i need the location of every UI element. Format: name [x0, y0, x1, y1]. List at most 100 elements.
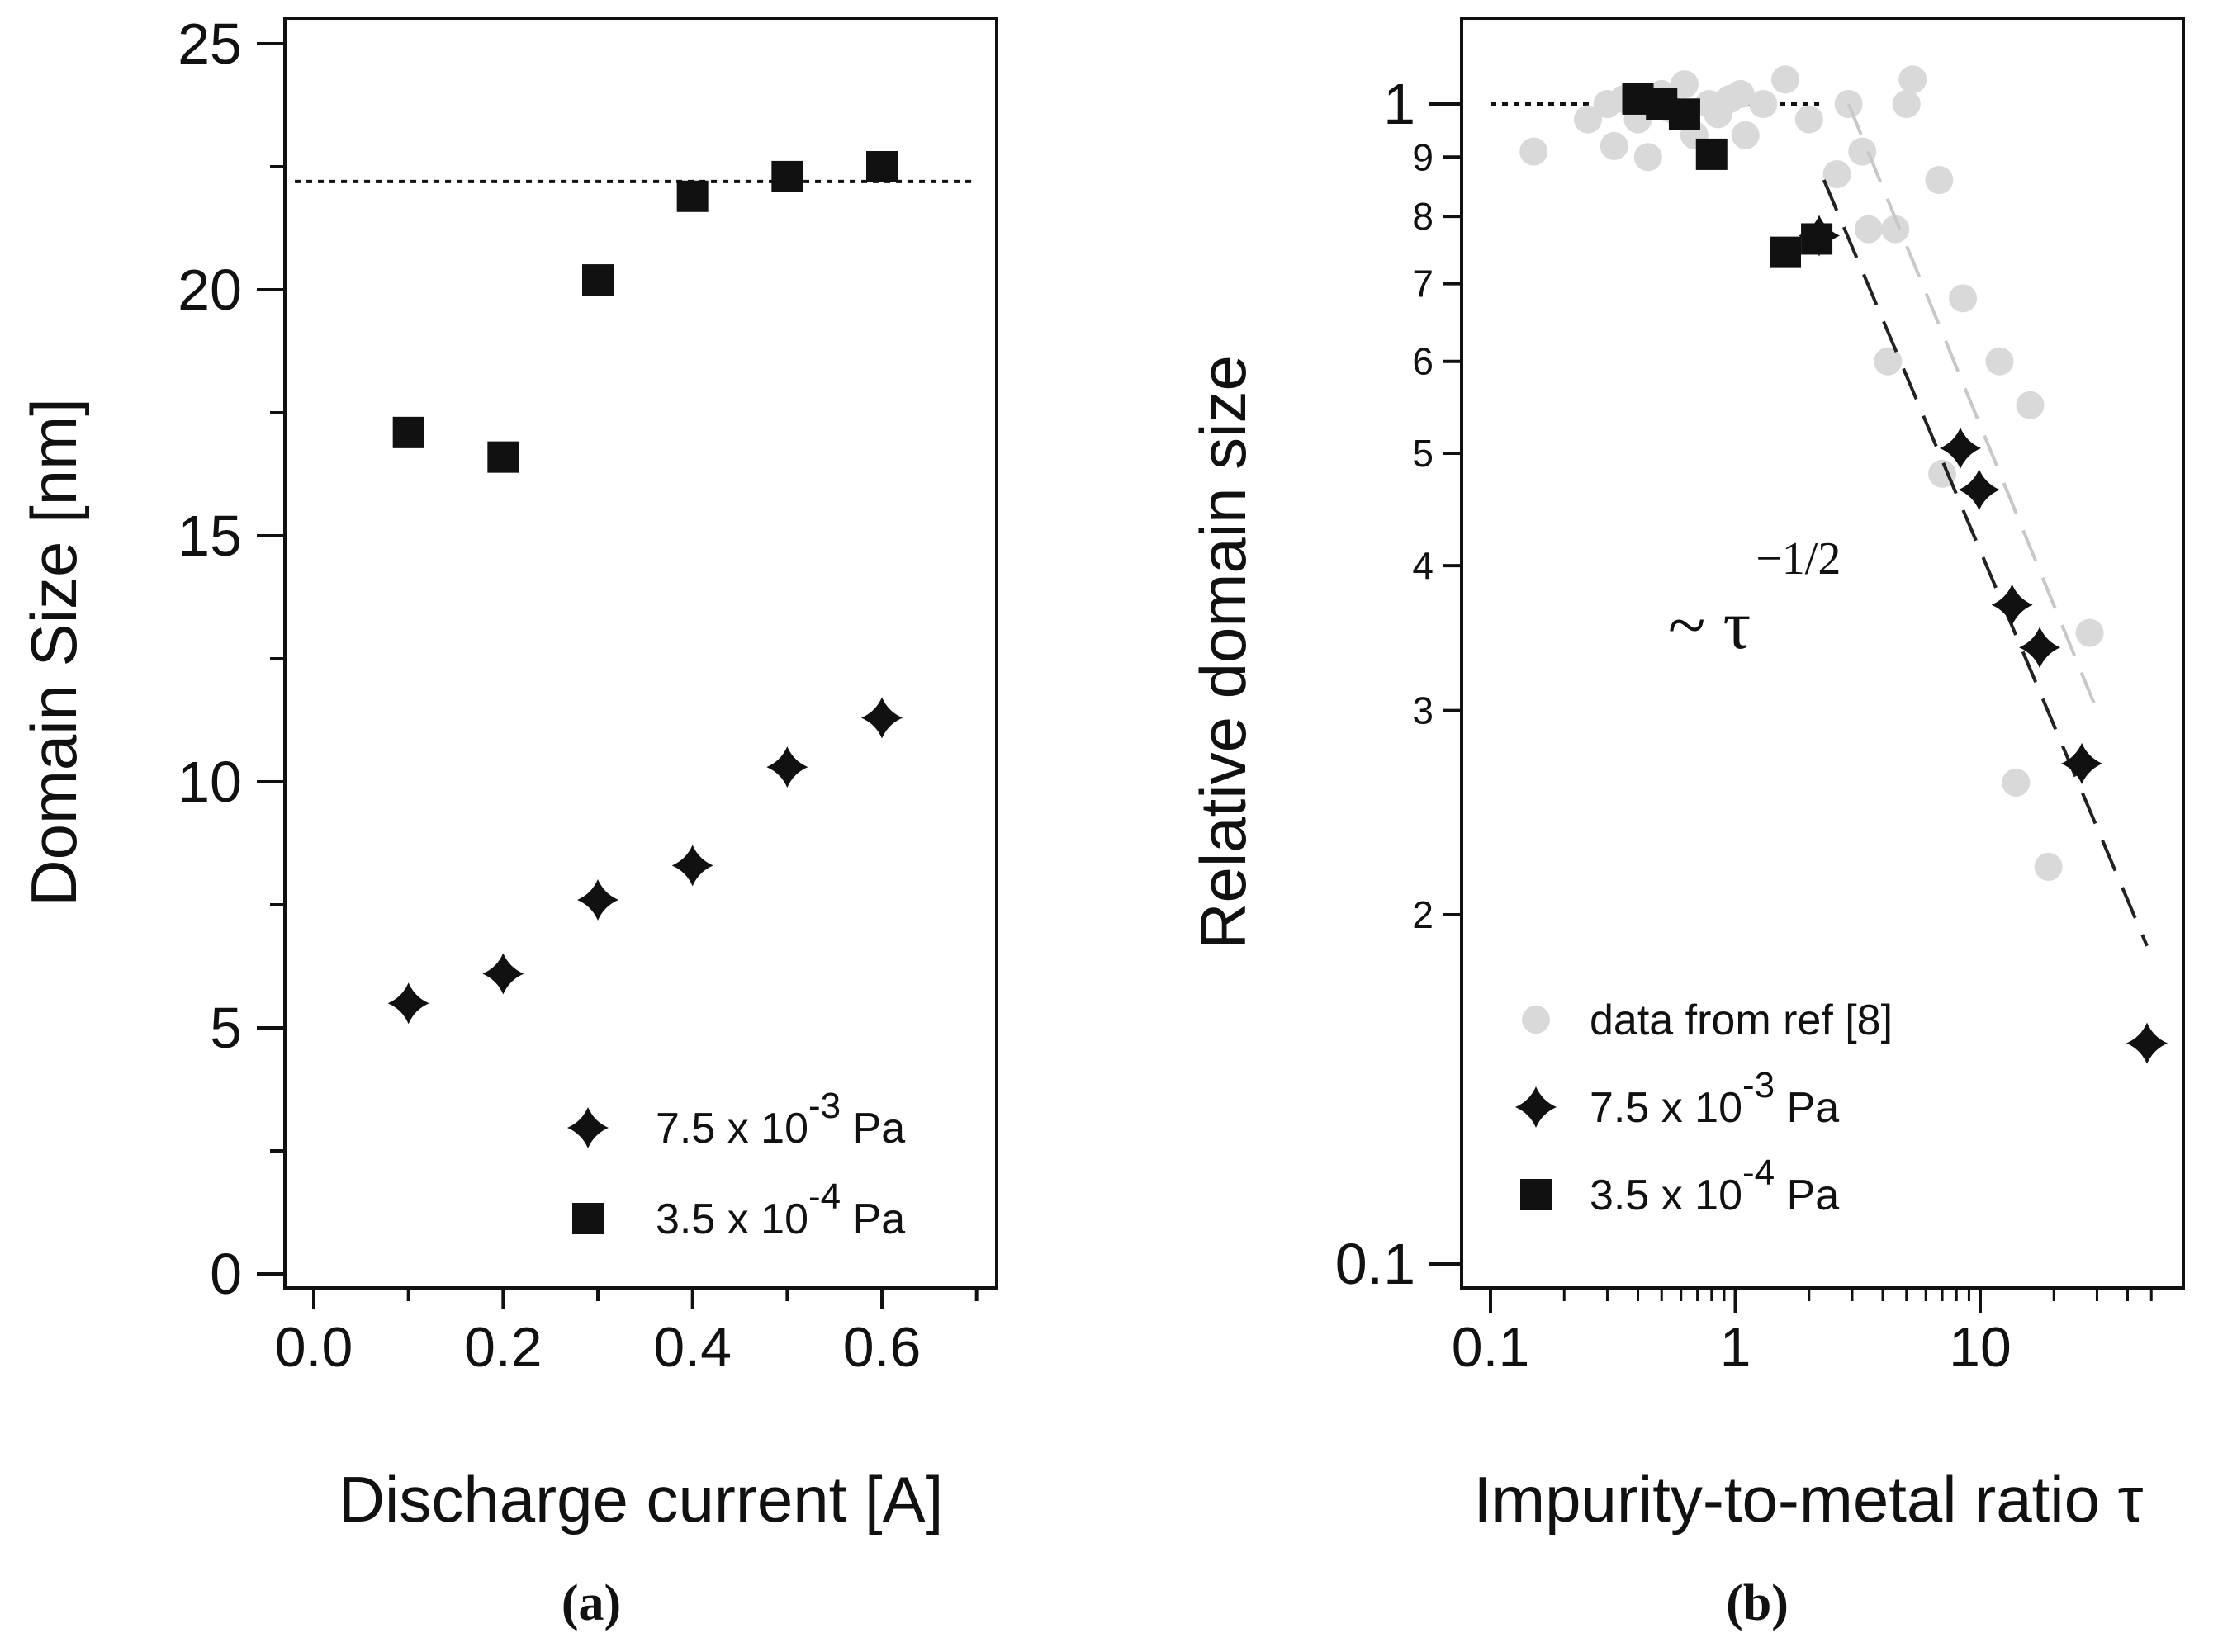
panel-b-xtick-label-0: 0.1	[1452, 1316, 1530, 1379]
panel-a-legend-exp-0: -3	[808, 1086, 841, 1126]
panel-b-annotation-exponent: −1/2	[1756, 533, 1841, 585]
panel-b-point-s0-23	[1874, 347, 1903, 376]
panel-b-point-s0-16	[1749, 90, 1778, 118]
panel-b-point-s2-2	[1668, 98, 1700, 130]
panel-b-point-s0-14	[1726, 79, 1755, 108]
panel-b-legend-base-1: 7.5 x 10	[1590, 1084, 1742, 1132]
panel-a-x-axis-title: Discharge current [A]	[339, 1463, 944, 1536]
panel-b-x-axis-title: Impurity-to-metal ratio τ	[1473, 1463, 2143, 1536]
panel-b-point-s0-15	[1731, 121, 1760, 149]
panel-a-point-s1-4	[771, 160, 803, 192]
panel-b-yminor-label-7: 9	[1412, 135, 1434, 178]
panel-b-annotation: ~ τ−1/2	[1668, 533, 1841, 664]
panel-b-legend-label-0: data from ref [8]	[1590, 996, 1893, 1044]
panel-b-point-s0-26	[1898, 65, 1927, 94]
panel-b-yminor-label-4: 6	[1412, 340, 1434, 383]
panel-b-yminor-label-5: 7	[1412, 263, 1434, 305]
panel-b-point-s0-31	[2002, 768, 2031, 797]
panel-a-legend-exp-1: -4	[808, 1176, 841, 1217]
panel-b-frame	[1460, 17, 2185, 1290]
panel-a-legend-label-1: 3.5 x 10-4 Pa	[656, 1176, 905, 1243]
panel-a-ytick-label-2: 10	[178, 750, 242, 814]
panel-a-point-s0-1	[482, 953, 524, 995]
panel-b-legend-base-2: 3.5 x 10	[1590, 1172, 1742, 1219]
panel-b-xtick-label-2: 10	[1949, 1316, 2012, 1379]
panel-b-point-s0-33	[2034, 852, 2063, 881]
panel-b-yminor-label-6: 8	[1412, 195, 1434, 238]
panel-b-point-s2-5	[1801, 223, 1833, 255]
panel-b-legend-exp-2: -4	[1742, 1153, 1775, 1193]
panel-b-legend-exp-1: -3	[1742, 1065, 1775, 1105]
panel-b-point-s0-24	[1881, 215, 1910, 244]
panel-b-caption: (b)	[1726, 1575, 1789, 1631]
panel-b-ymajor-label-0: 0.1	[1335, 1232, 1415, 1296]
panel-a-point-s1-1	[487, 441, 519, 473]
panel-b-point-s0-19	[1822, 159, 1851, 188]
panel-b-point-s0-1	[1573, 105, 1602, 134]
panel-b-fit-line-0	[1822, 179, 2149, 947]
panel-b-point-s0-27	[1925, 166, 1954, 195]
panel-a-point-s0-5	[861, 697, 903, 739]
panel-b-point-s0-9	[1670, 70, 1699, 99]
panel-b-points	[1519, 65, 2168, 1064]
panel-b-point-s0-22	[1854, 215, 1883, 244]
panel-b-point-s0-25	[1892, 90, 1921, 118]
panel-a-ytick-label-1: 5	[210, 996, 242, 1060]
panel-b-legend-label-1: 7.5 x 10-3 Pa	[1590, 1065, 1839, 1132]
panel-b-point-s1-5	[2061, 742, 2103, 784]
panel-a-point-s1-2	[582, 264, 614, 296]
panel-b-point-s2-3	[1695, 138, 1728, 170]
panel-a-legend-unit-0: Pa	[841, 1105, 905, 1153]
panel-a-point-s1-3	[676, 180, 709, 212]
panel-a-legend-marker-0	[567, 1107, 609, 1148]
panel-b-point-s1-6	[2126, 1022, 2168, 1064]
panel-a-xtick-label-3: 0.6	[843, 1316, 922, 1379]
panel-a-y-axis-title: Domain Size [nm]	[17, 398, 90, 906]
panel-b-point-s0-18	[1794, 105, 1823, 134]
panel-a-legend-base-0: 7.5 x 10	[656, 1105, 808, 1153]
panel-b-ticks: 0.1 1 10 0.1 1 2 3 4 5 6 7 8 9	[1335, 72, 2153, 1379]
panel-a-point-s0-2	[577, 879, 618, 921]
panel-b-point-s0-34	[2075, 618, 2104, 647]
panel-a-points	[387, 151, 903, 1025]
panel-b-y-axis-title: Relative domain size	[1187, 355, 1259, 949]
panel-a-legend-unit-1: Pa	[841, 1195, 905, 1243]
panel-b-point-s0-32	[2016, 391, 2045, 419]
panel-b-yminor-label-2: 4	[1412, 544, 1434, 587]
panel-b-point-s0-29	[1949, 284, 1978, 313]
panel-b-yminor-label-1: 3	[1412, 689, 1434, 732]
panel-b-point-s0-6	[1633, 143, 1662, 172]
panel-a-legend-base-1: 3.5 x 10	[656, 1195, 808, 1243]
panel-b-fit-line-1	[1846, 103, 2099, 712]
panel-b-point-s0-17	[1771, 65, 1800, 94]
panel-a-legend-marker-1	[572, 1203, 604, 1234]
panel-b-legend-marker-0	[1522, 1006, 1550, 1034]
panel-a-caption: (a)	[562, 1575, 621, 1631]
panel-b-legend-unit-2: Pa	[1775, 1172, 1839, 1219]
panel-b-xtick-label-1: 1	[1720, 1316, 1751, 1379]
panel-a-ytick-label-4: 20	[178, 258, 242, 322]
panel-b-point-s2-4	[1770, 236, 1802, 268]
panel-b-point-s1-4	[2019, 627, 2061, 669]
panel-a-point-s1-0	[392, 416, 424, 448]
panel-a-ticks: 0.0 0.2 0.4 0.6 0 5 10 15 20 25	[178, 12, 979, 1379]
panel-a-point-s0-3	[671, 845, 713, 887]
panel-a-ytick-label-5: 25	[178, 12, 242, 76]
panel-b-yminor-label-0: 2	[1412, 893, 1434, 936]
panel-b-point-s0-3	[1600, 131, 1628, 160]
panel-b-point-s0-0	[1519, 137, 1548, 166]
panel-b-point-s1-3	[1991, 584, 2033, 626]
panel-b-legend-marker-1	[1515, 1086, 1557, 1128]
panel-b: 0.1 1 10 0.1 1 2 3 4 5 6 7 8 9 data from ref [8] 7.5 …	[1187, 17, 2185, 1631]
panel-b-point-s1-2	[1958, 469, 2000, 511]
panel-b-legend-unit-1: Pa	[1775, 1084, 1839, 1132]
panel-b-annotation-base: ~ τ	[1668, 587, 1751, 664]
panel-a-legend-label-0: 7.5 x 10-3 Pa	[656, 1086, 905, 1153]
panel-a-ytick-label-0: 0	[210, 1242, 242, 1306]
panel-a-ytick-label-3: 15	[178, 504, 242, 568]
panel-b-legend-label-2: 3.5 x 10-4 Pa	[1590, 1153, 1839, 1219]
panel-b-legend-marker-2	[1520, 1179, 1552, 1210]
panel-a-point-s1-5	[866, 151, 898, 182]
panel-b-legend: data from ref [8]7.5 x 10-3 Pa3.5 x 10-4…	[1515, 996, 1893, 1219]
